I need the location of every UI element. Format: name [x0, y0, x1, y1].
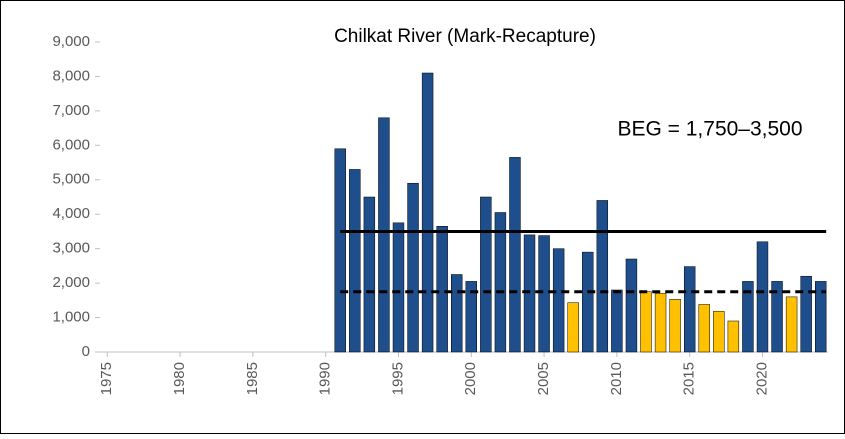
y-tick-label: 7,000	[52, 102, 90, 119]
bar	[363, 196, 376, 353]
bar	[727, 320, 740, 353]
bar	[436, 226, 448, 353]
y-tick-label: 1,000	[52, 309, 90, 326]
y-tick-label: 0	[82, 343, 90, 360]
bar	[669, 299, 681, 353]
bar	[713, 311, 725, 353]
bar	[771, 281, 783, 353]
bar	[523, 234, 536, 353]
bar	[509, 157, 521, 353]
bar	[538, 235, 550, 353]
bar	[815, 281, 827, 353]
bar	[378, 117, 390, 353]
y-tick-label: 5,000	[52, 171, 90, 188]
bar	[567, 302, 579, 353]
annotation: BEG = 1,750–3,500	[617, 118, 802, 141]
bar	[349, 169, 361, 353]
bar	[611, 289, 623, 353]
x-tick-label: 2000	[462, 362, 479, 395]
bar	[596, 200, 609, 353]
bar	[654, 293, 667, 353]
chart-title: Chilkat River (Mark-Recapture)	[334, 26, 596, 47]
bar	[756, 241, 769, 353]
x-tick-label: 1990	[317, 362, 334, 395]
bar	[785, 296, 798, 353]
x-tick-label: 2015	[681, 362, 698, 395]
bar	[392, 222, 405, 353]
bar	[451, 274, 463, 353]
bar	[334, 148, 346, 353]
x-tick-label: 1980	[171, 362, 188, 395]
bar	[698, 304, 710, 353]
bar	[421, 72, 434, 353]
x-tick-label: 2005	[535, 362, 552, 395]
x-tick-label: 2020	[753, 362, 770, 395]
x-tick-label: 1975	[98, 362, 115, 395]
bar	[465, 281, 477, 353]
y-tick-label: 3,000	[52, 240, 90, 257]
bar	[640, 291, 652, 353]
bar	[625, 258, 638, 353]
bar	[742, 281, 754, 353]
bar	[552, 248, 565, 353]
y-tick-label: 8,000	[52, 67, 90, 84]
x-tick-label: 1985	[244, 362, 261, 395]
bar	[582, 251, 594, 353]
bar	[407, 182, 419, 353]
bar	[800, 275, 812, 353]
bar	[480, 196, 492, 353]
x-tick-label: 2010	[608, 362, 625, 395]
bar	[683, 266, 696, 353]
y-tick-label: 2,000	[52, 274, 90, 291]
y-tick-label: 4,000	[52, 205, 90, 222]
y-tick-label: 6,000	[52, 136, 90, 153]
bar	[494, 212, 507, 353]
y-tick-label: 9,000	[52, 33, 90, 50]
x-tick-label: 1995	[389, 362, 406, 395]
